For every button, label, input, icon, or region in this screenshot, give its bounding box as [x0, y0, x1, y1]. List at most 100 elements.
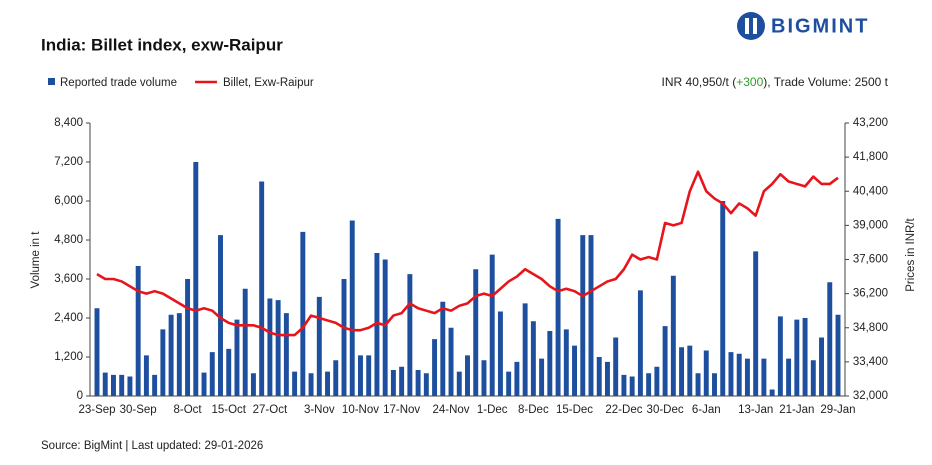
bar	[152, 374, 158, 396]
bar	[333, 360, 339, 396]
x-tick-label: 23-Sep	[78, 404, 115, 416]
bar	[267, 298, 273, 396]
bar	[794, 319, 800, 396]
bar	[390, 370, 396, 396]
bar	[242, 288, 248, 396]
bar	[810, 360, 816, 396]
bar	[308, 373, 314, 396]
bar	[226, 348, 232, 396]
bar	[259, 181, 265, 396]
bar	[374, 253, 380, 396]
bar	[720, 201, 726, 396]
bar	[728, 352, 734, 396]
y-tick-label: 6,000	[54, 195, 83, 207]
bar	[497, 311, 503, 396]
logo-icon-part	[745, 18, 749, 34]
bar	[637, 290, 643, 396]
y2-tick-label: 39,000	[853, 219, 888, 231]
bar	[662, 326, 668, 396]
y-tick-label: 8,400	[54, 117, 83, 129]
x-tick-label: 30-Dec	[647, 404, 684, 416]
x-tick-label: 30-Sep	[120, 404, 157, 416]
bar	[596, 357, 602, 396]
bar	[522, 303, 528, 396]
bar	[465, 355, 470, 396]
y2-tick-label: 36,200	[853, 288, 888, 300]
bar	[670, 275, 676, 396]
x-tick-label: 8-Oct	[174, 404, 203, 416]
bar	[654, 366, 660, 396]
y2-tick-label: 34,800	[853, 322, 888, 334]
x-tick-label: 29-Jan	[820, 404, 855, 416]
x-tick-label: 13-Jan	[738, 404, 773, 416]
bar	[399, 366, 405, 396]
bar	[234, 319, 240, 396]
bar	[712, 373, 717, 396]
x-tick-label: 3-Nov	[304, 404, 335, 416]
x-tick-label: 6-Jan	[692, 404, 721, 416]
bar	[143, 355, 149, 396]
bar	[489, 254, 495, 396]
x-tick-label: 17-Nov	[383, 404, 420, 416]
bar	[193, 162, 199, 396]
bar	[300, 231, 306, 396]
bar	[218, 235, 223, 396]
bar	[201, 372, 207, 396]
bar	[703, 350, 709, 396]
bar	[629, 376, 635, 396]
x-tick-label: 1-Dec	[477, 404, 508, 416]
annotation-suffix: ), Trade Volume: 2500 t	[763, 75, 888, 89]
bar	[539, 358, 545, 396]
y-tick-label: 7,200	[54, 156, 83, 168]
bar	[687, 345, 693, 396]
bar	[440, 301, 446, 396]
bar	[572, 345, 578, 396]
annotation-prefix: INR 40,950/t (	[662, 75, 737, 89]
y2-tick-label: 37,600	[853, 254, 888, 266]
bar	[366, 355, 372, 396]
y-tick-label: 3,600	[54, 273, 83, 285]
bar	[613, 337, 619, 396]
bar	[646, 373, 652, 396]
x-tick-label: 27-Oct	[253, 404, 288, 416]
bar	[819, 337, 825, 396]
logo-icon	[737, 12, 765, 40]
legend-swatch	[48, 78, 55, 85]
bar	[94, 308, 100, 396]
bar	[160, 329, 166, 396]
bar	[275, 300, 281, 396]
bar	[514, 361, 520, 396]
bar	[135, 266, 141, 396]
x-tick-label: 21-Jan	[779, 404, 814, 416]
bar	[563, 329, 569, 396]
bar	[357, 355, 363, 396]
bar	[349, 220, 355, 396]
annotation: INR 40,950/t (+300), Trade Volume: 2500 …	[662, 75, 889, 89]
bar	[185, 279, 191, 396]
bar	[341, 279, 347, 396]
bar	[127, 376, 133, 396]
x-tick-label: 15-Oct	[211, 404, 246, 416]
bar	[761, 358, 767, 396]
legend-label: Billet, Exw-Raipur	[223, 77, 314, 89]
bar	[423, 373, 429, 396]
bar	[530, 321, 536, 396]
bar	[102, 372, 108, 396]
bar	[588, 235, 594, 396]
y2-tick-label: 43,200	[853, 117, 888, 129]
bar	[827, 282, 833, 396]
bar	[110, 374, 116, 396]
y-tick-label: 4,800	[54, 234, 83, 246]
x-tick-label: 15-Dec	[556, 404, 593, 416]
bar	[316, 296, 322, 396]
bar	[473, 269, 479, 396]
bar	[415, 370, 421, 396]
y-tick-label: 2,400	[54, 312, 83, 324]
bar	[777, 316, 783, 396]
x-tick-label: 24-Nov	[432, 404, 469, 416]
y-tick-label: 0	[77, 390, 83, 402]
bar	[407, 274, 413, 396]
bar	[209, 352, 215, 396]
logo-text: BIGMINT	[771, 15, 869, 37]
chart-title: India: Billet index, exw-Raipur	[41, 35, 283, 54]
